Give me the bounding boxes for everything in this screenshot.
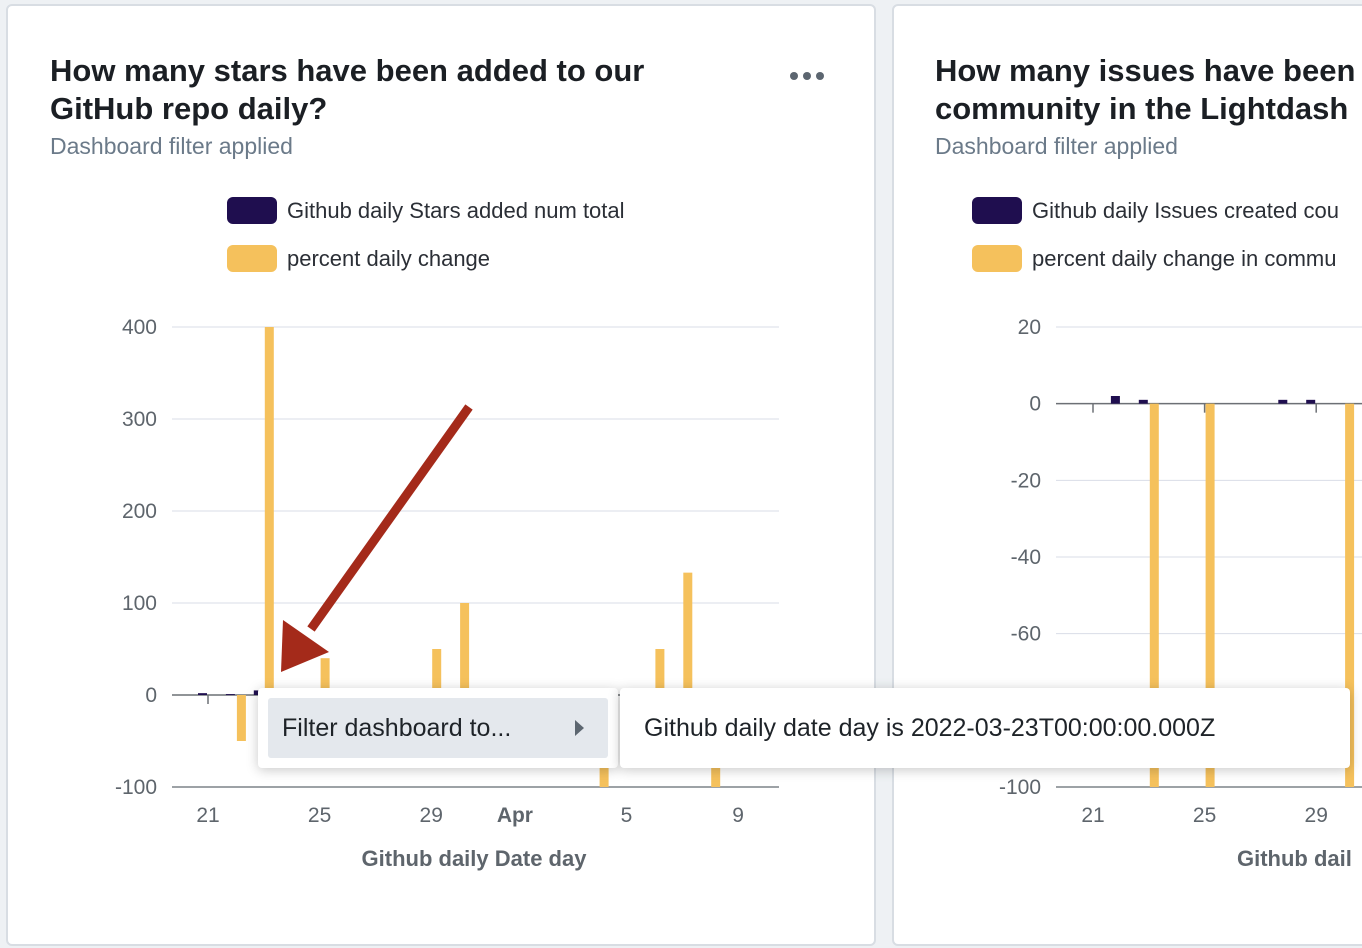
legend-item-percent[interactable]: percent daily change in commu <box>972 245 1337 272</box>
bar-stars <box>1306 399 1316 404</box>
bar-percent <box>320 658 330 695</box>
y-tick-label: 0 <box>1029 393 1041 416</box>
x-tick-label: 5 <box>621 804 633 827</box>
legend-swatch <box>227 197 277 224</box>
legend-item-percent[interactable]: percent daily change <box>227 245 490 272</box>
bar-percent <box>1345 403 1355 787</box>
legend-label: Github daily Stars added num total <box>287 197 625 223</box>
chart-title: How many stars have been added to our Gi… <box>50 53 645 126</box>
issues-bar-chart: -100 -60 -40 -20 0 20 21 25 29 Github dail <box>999 316 1362 871</box>
x-axis-title: Github daily Date day <box>362 846 588 871</box>
filter-dashboard-menu-item[interactable]: Filter dashboard to... <box>268 698 608 758</box>
bar-percent <box>1149 403 1159 787</box>
bar-percent <box>460 603 470 695</box>
bar-stars <box>225 694 235 696</box>
x-tick-label: Apr <box>497 804 533 827</box>
bar-percent <box>432 649 442 695</box>
x-tick-label: 9 <box>732 804 744 827</box>
x-tick-label: 25 <box>1193 804 1216 827</box>
legend-label: Github daily Issues created cou <box>1032 197 1339 223</box>
y-tick-label: -100 <box>115 776 157 799</box>
x-tick-label: 25 <box>308 804 331 827</box>
x-tick-label: 21 <box>1081 804 1104 827</box>
filter-applied-label: Dashboard filter applied <box>935 133 1178 159</box>
bar-stars <box>1278 399 1288 404</box>
y-tick-label: 200 <box>122 500 157 523</box>
chart-tile-stars: How many stars have been added to our Gi… <box>6 4 876 946</box>
filter-dashboard-label: Filter dashboard to... <box>282 713 512 742</box>
chart-tile-issues: How many issues have been community in t… <box>892 4 1362 946</box>
legend-label: percent daily change in commu <box>1032 245 1337 271</box>
bar-percent <box>1205 403 1215 787</box>
bar-percent <box>236 695 246 741</box>
filter-applied-label: Dashboard filter applied <box>50 133 293 159</box>
legend-item-stars[interactable]: Github daily Stars added num total <box>227 197 625 224</box>
chart-title: How many issues have been community in t… <box>935 53 1356 126</box>
x-tick-label: 21 <box>196 804 219 827</box>
bar-percent <box>264 327 274 695</box>
more-options-button[interactable] <box>788 64 826 88</box>
y-tick-label: 300 <box>122 408 157 431</box>
legend-swatch <box>227 245 277 272</box>
legend-swatch <box>972 197 1022 224</box>
y-tick-label: -40 <box>1011 546 1041 569</box>
x-tick-label: 29 <box>420 804 443 827</box>
y-tick-label: 20 <box>1018 316 1041 339</box>
legend-item-issues[interactable]: Github daily Issues created cou <box>972 197 1339 224</box>
bar-percent <box>683 572 693 695</box>
ellipsis-icon <box>790 72 824 80</box>
y-tick-label: 100 <box>122 592 157 615</box>
y-tick-label: -60 <box>1011 623 1041 646</box>
legend-swatch <box>972 245 1022 272</box>
chevron-right-icon <box>575 720 584 736</box>
bar-stars <box>198 693 207 695</box>
x-tick-label: 29 <box>1305 804 1328 827</box>
y-tick-label: -100 <box>999 776 1041 799</box>
bar-stars <box>1110 396 1120 404</box>
filter-value-label: Github daily date day is 2022-03-23T00:0… <box>644 713 1216 742</box>
chart-context-menu: Filter dashboard to... <box>258 688 618 768</box>
bar-stars <box>1138 399 1148 404</box>
x-axis-title: Github dail <box>1237 846 1352 871</box>
stars-bar-chart: -100 0 100 200 300 400 21 25 29 Apr 5 9 Github daily… <box>115 316 779 871</box>
y-tick-label: -20 <box>1011 469 1041 492</box>
y-tick-label: 400 <box>122 316 157 339</box>
bar-percent <box>655 649 665 695</box>
legend-label: percent daily change <box>287 245 491 271</box>
y-tick-label: 0 <box>145 684 157 707</box>
filter-submenu-item[interactable]: Github daily date day is 2022-03-23T00:0… <box>620 688 1350 768</box>
